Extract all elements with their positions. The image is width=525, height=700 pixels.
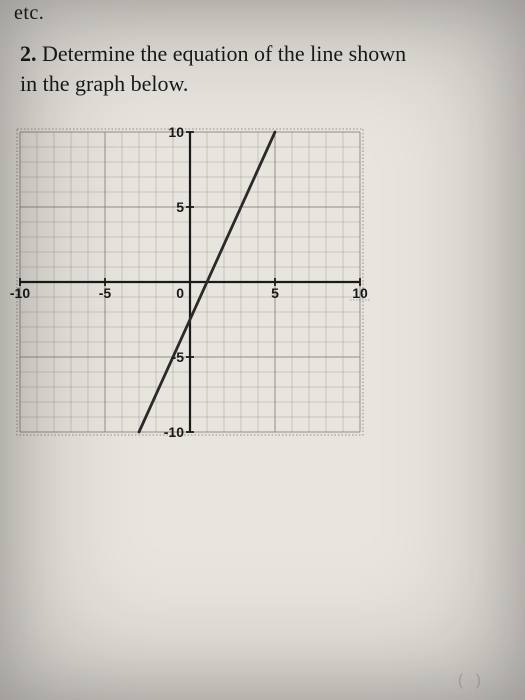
graph-svg: -10 -5 5 10 -10 -5 0 5 10 — [10, 122, 370, 442]
problem-text-line1: Determine the equation of the line shown — [42, 41, 406, 66]
problem-number: 2. — [20, 41, 37, 66]
svg-text:-5: -5 — [99, 285, 112, 301]
svg-text:-10: -10 — [10, 285, 30, 301]
problem-statement: 2. Determine the equation of the line sh… — [20, 39, 505, 98]
problem-text-line2: in the graph below. — [20, 71, 188, 96]
graph: -10 -5 5 10 -10 -5 0 5 10 — [10, 122, 370, 442]
svg-text:0: 0 — [176, 285, 184, 301]
svg-text:-5: -5 — [172, 349, 185, 365]
svg-text:5: 5 — [271, 285, 279, 301]
svg-text:5: 5 — [176, 199, 184, 215]
svg-text:-10: -10 — [164, 424, 184, 440]
svg-text:10: 10 — [352, 285, 368, 301]
svg-text:10: 10 — [168, 124, 184, 140]
partial-text-top: etc. — [14, 2, 505, 25]
faint-text-3: ( ) — [458, 672, 485, 690]
